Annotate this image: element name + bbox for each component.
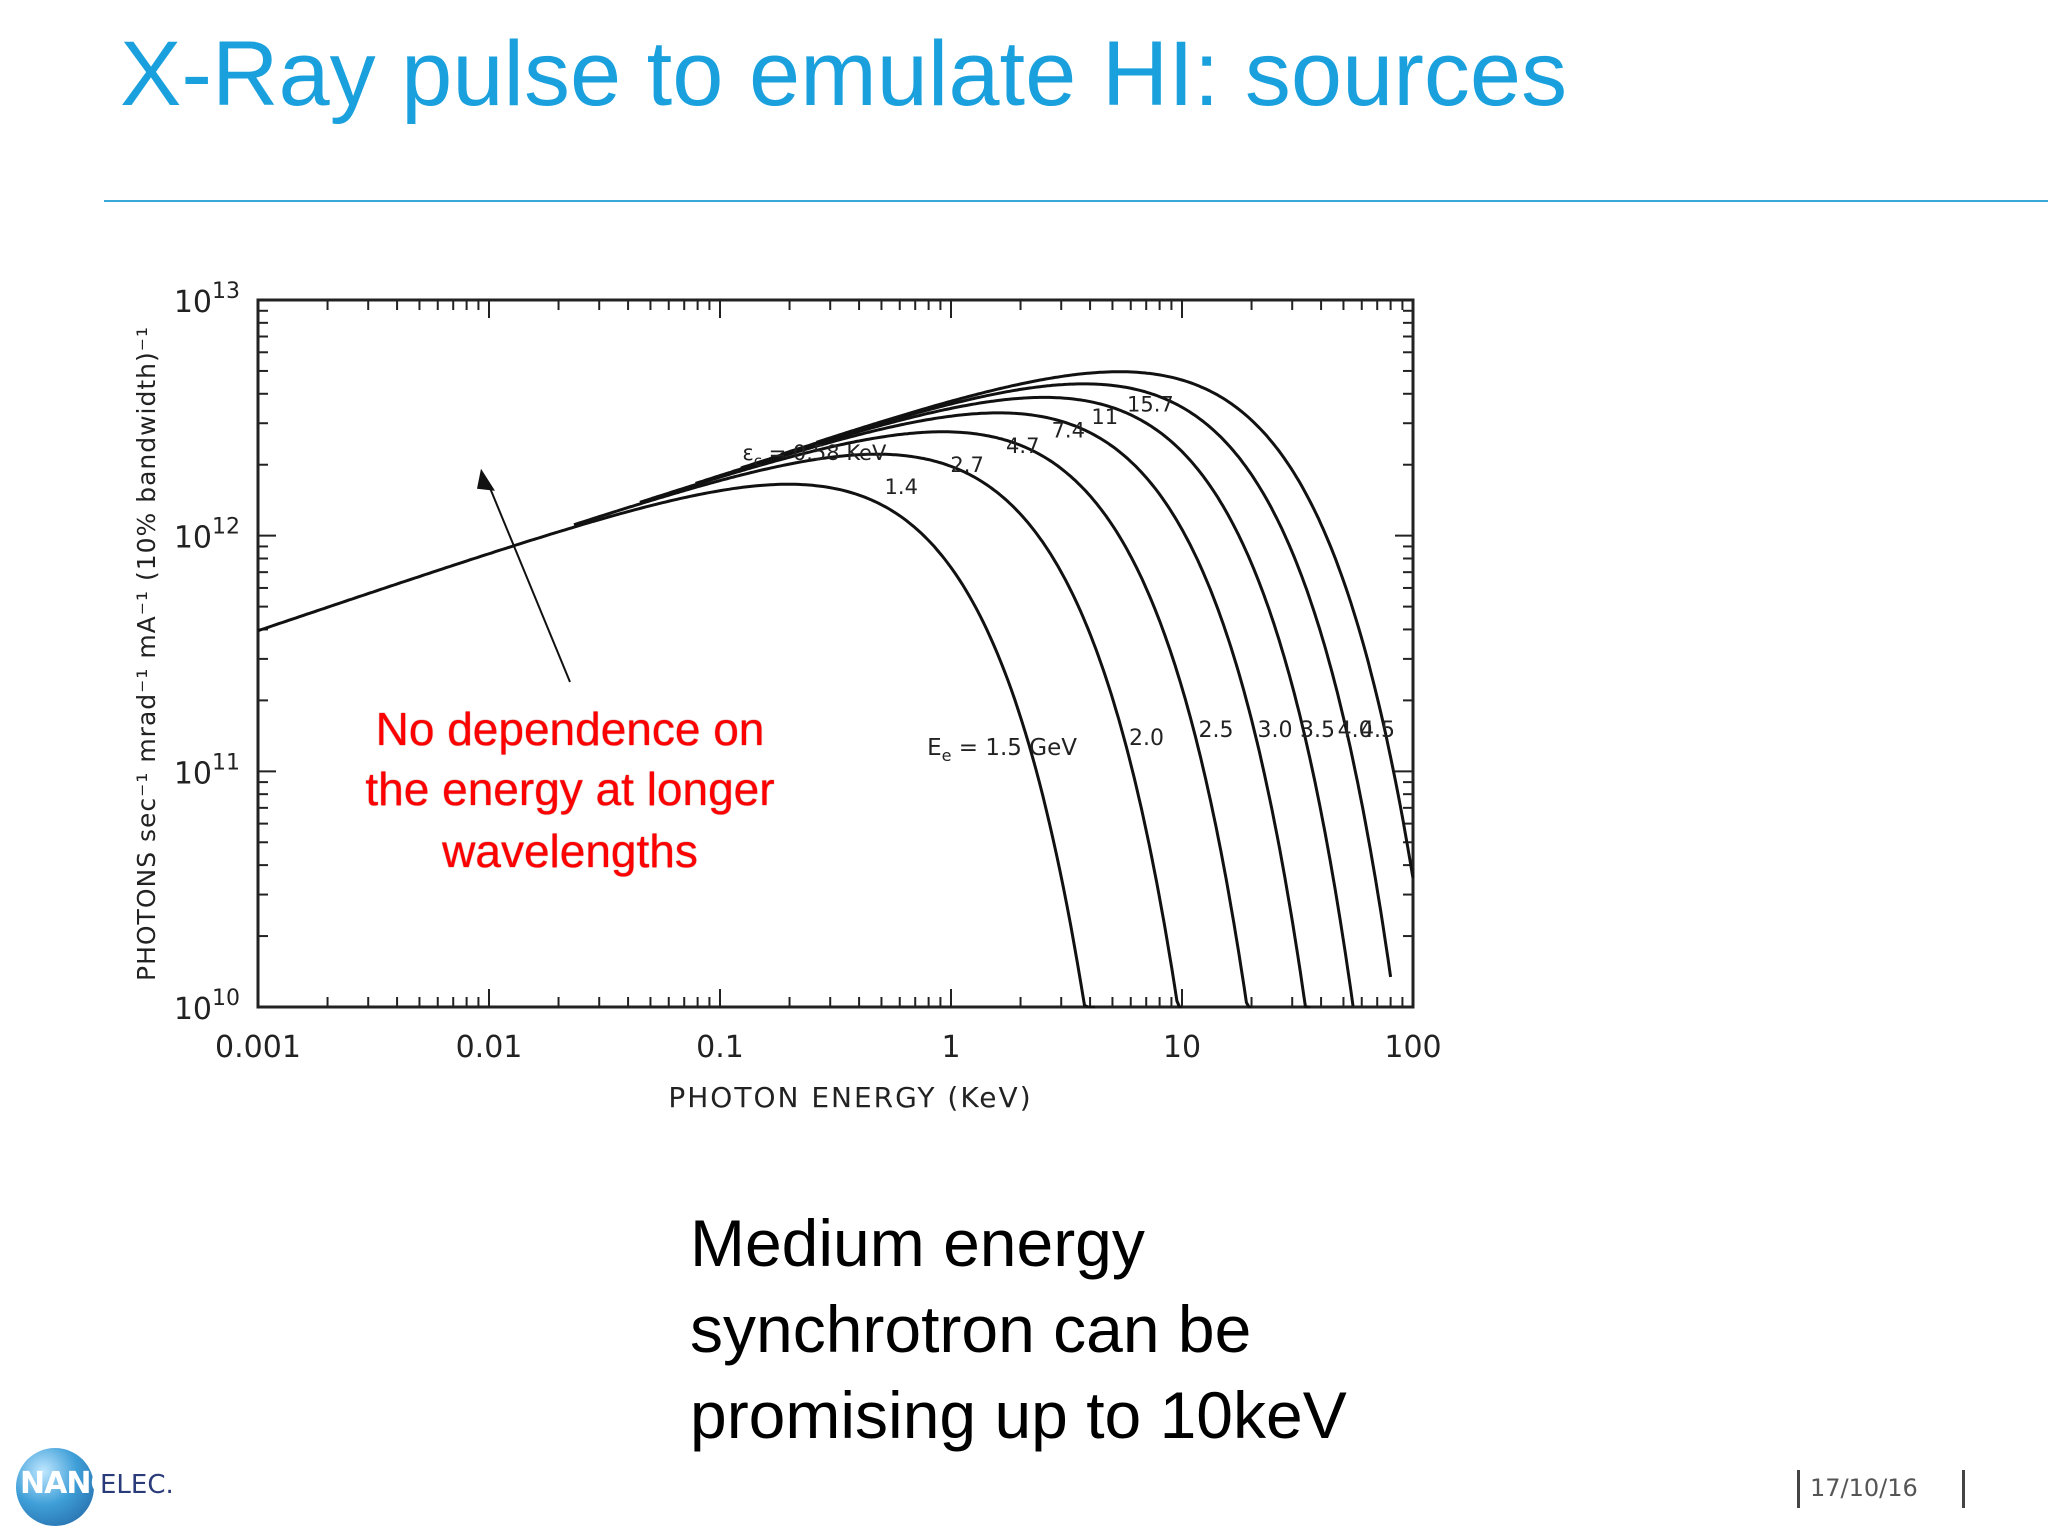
critical-energy-label: εc = 0.58 KeV (742, 441, 887, 470)
conclusion-line: Medium energy (690, 1206, 1145, 1280)
spectrum-line-7 (816, 370, 1415, 879)
y-tick-label: 1011 (174, 750, 240, 791)
x-tick-label: 1 (941, 1030, 960, 1065)
plot-frame (256, 298, 1415, 1009)
logo-elec-text: ELEC. (100, 1470, 174, 1500)
annotation-line: No dependence on (376, 703, 765, 755)
logo-nano-text: NANO (20, 1466, 116, 1501)
spectrum-line-3 (639, 430, 1252, 1009)
x-tick-label: 0.001 (215, 1030, 301, 1065)
chart-labels: 0.001 0.01 0.1 1 10 100 1013 1012 1011 1010 PHOTON… (132, 279, 1442, 1114)
conclusion-line: synchrotron can be (690, 1292, 1252, 1366)
critical-energy-label: 1.4 (885, 475, 918, 499)
electron-energy-label: 2.5 (1199, 718, 1234, 743)
footer-date: 17/10/16 (1810, 1474, 1918, 1502)
nanoelec-logo: NANO ELEC. (16, 1440, 216, 1530)
annotation-line: the energy at longer (365, 763, 774, 815)
critical-energy-label: 15.7 (1127, 393, 1174, 417)
annotation-line: wavelengths (441, 825, 698, 877)
critical-energy-label: 4.7 (1006, 434, 1039, 458)
y-tick-label: 1010 (174, 986, 240, 1027)
y-tick-label: 1013 (174, 279, 240, 320)
electron-energy-label: 4.5 (1360, 718, 1395, 743)
electron-energy-label: 2.0 (1129, 726, 1164, 751)
chart-series (257, 370, 1415, 1009)
conclusion-text: Medium energy synchrotron can be promisi… (690, 1200, 1450, 1458)
annotation-arrow-head-icon (477, 468, 495, 491)
x-tick-label: 100 (1384, 1030, 1441, 1065)
spectrum-line-1 (257, 482, 1095, 1009)
electron-energy-label: 4.0 (1338, 718, 1373, 743)
x-tick-label: 10 (1163, 1030, 1201, 1065)
chart-annotation: No dependence on the energy at longer wave… (365, 468, 775, 877)
x-tick-label: 0.1 (696, 1030, 744, 1065)
y-tick-label: 1012 (174, 515, 240, 556)
spectrum-line-2 (573, 452, 1182, 1009)
spectrum-line-6 (780, 382, 1393, 978)
chart-ticks (257, 300, 1413, 1008)
x-axis-label: PHOTON ENERGY (KeV) (668, 1081, 1032, 1114)
x-tick-label: 0.01 (456, 1030, 523, 1065)
critical-energy-label: 2.7 (950, 453, 983, 477)
spectrum-line-4 (695, 411, 1311, 1009)
y-axis-label: PHOTONS sec⁻¹ mrad⁻¹ mA⁻¹ (10% bandwidth… (132, 326, 161, 981)
footer-divider-right (1962, 1470, 1965, 1508)
annotation-arrow-line (486, 480, 571, 683)
critical-energy-label: 7.4 (1052, 418, 1085, 442)
logo-globe-icon (16, 1448, 94, 1526)
chart-frame (256, 298, 1415, 1009)
slide-title: X-Ray pulse to emulate HI: sources (120, 23, 1568, 125)
footer-divider-left (1797, 1470, 1800, 1508)
spectrum-chart: 0.001 0.01 0.1 1 10 100 1013 1012 1011 1010 PHOTON… (132, 279, 1442, 1114)
electron-energy-label: 3.5 (1300, 718, 1335, 743)
critical-energy-label: 11 (1091, 405, 1118, 429)
title-divider (104, 200, 2048, 202)
electron-energy-label: 3.0 (1258, 718, 1293, 743)
electron-energy-label: Ee = 1.5 GeV (927, 735, 1077, 765)
conclusion-line: promising up to 10keV (690, 1378, 1347, 1452)
